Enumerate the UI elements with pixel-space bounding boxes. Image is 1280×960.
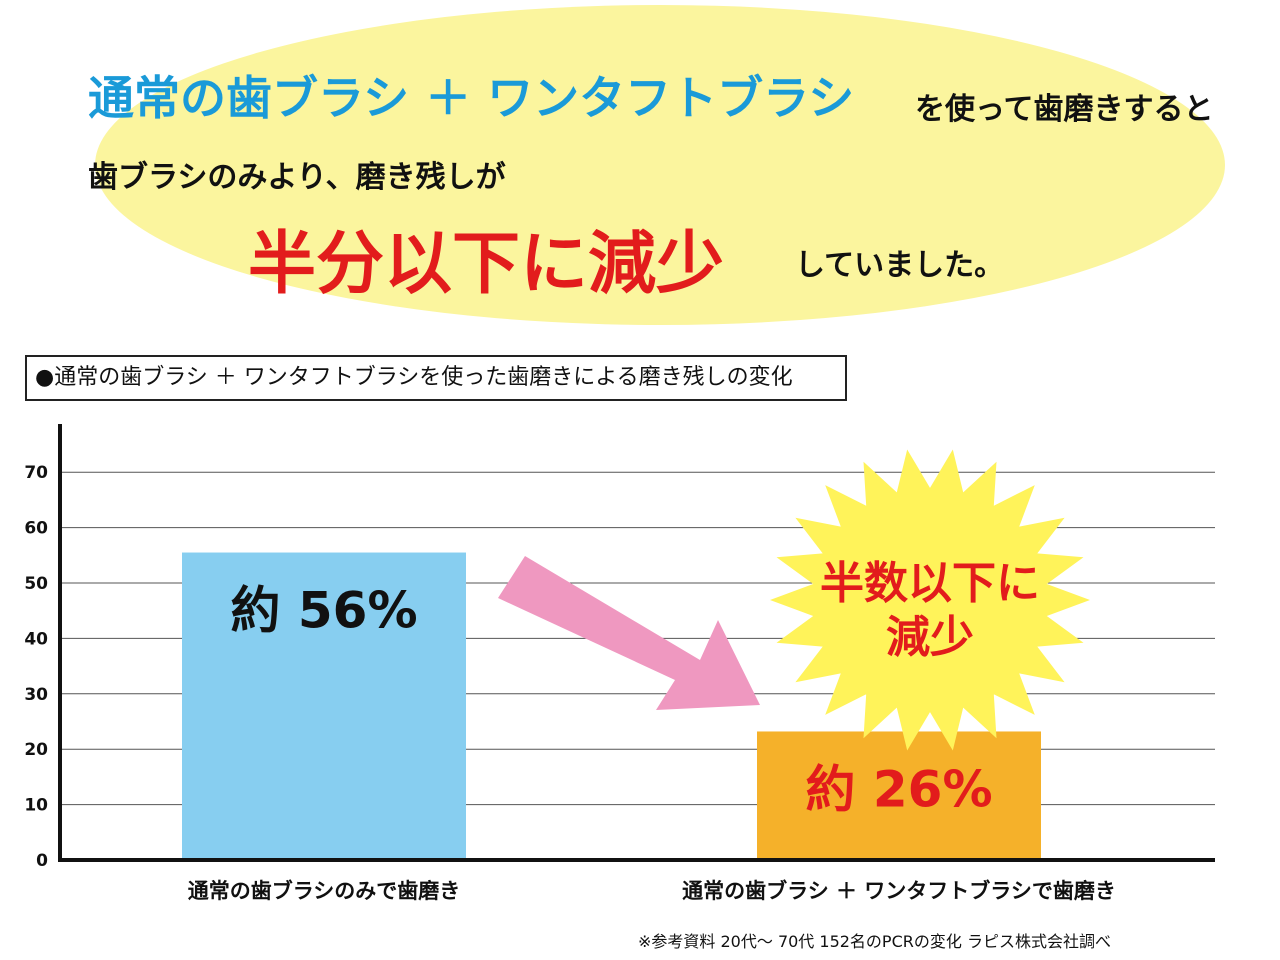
decrease-arrow: [498, 556, 760, 710]
headline-line3-rest: していました。: [795, 248, 1005, 283]
y-tick-label: 30: [24, 685, 48, 705]
x-category-label: 通常の歯ブラシ ＋ ワンタフトブラシで歯磨き: [682, 879, 1116, 903]
y-tick-label: 70: [24, 463, 48, 483]
y-tick-label: 10: [24, 796, 48, 816]
y-tick-label: 40: [24, 629, 48, 649]
headline-highlight-blue: 通常の歯ブラシ ＋ ワンタフトブラシ: [88, 71, 855, 125]
chart-title: ●通常の歯ブラシ ＋ ワンタフトブラシを使った歯磨きによる磨き残しの変化: [25, 355, 847, 401]
annotation-line2: 減少: [886, 612, 974, 663]
y-tick-label: 20: [24, 740, 48, 760]
bar: [182, 552, 466, 860]
headline-line1-rest: を使って歯磨きすると: [915, 92, 1214, 127]
bar: [757, 731, 1041, 860]
bar-data-label: 約 56%: [230, 582, 417, 640]
y-tick-label: 50: [24, 574, 48, 594]
headline-line2: 歯ブラシのみより、磨き残しが: [88, 160, 506, 195]
headline-background-ellipse: [95, 5, 1225, 325]
y-tick-label: 60: [24, 519, 48, 539]
footnote: ※参考資料 20代～ 70代 152名のPCRの変化 ラピス株式会社調べ: [638, 932, 1111, 951]
x-category-label: 通常の歯ブラシのみで歯磨き: [188, 879, 461, 903]
annotation-line1: 半数以下に: [820, 558, 1040, 609]
headline-highlight-red: 半分以下に減少: [248, 225, 725, 304]
starburst-annotation: [770, 449, 1090, 751]
y-tick-label: 0: [36, 851, 48, 871]
bar-data-label: 約 26%: [805, 760, 992, 818]
